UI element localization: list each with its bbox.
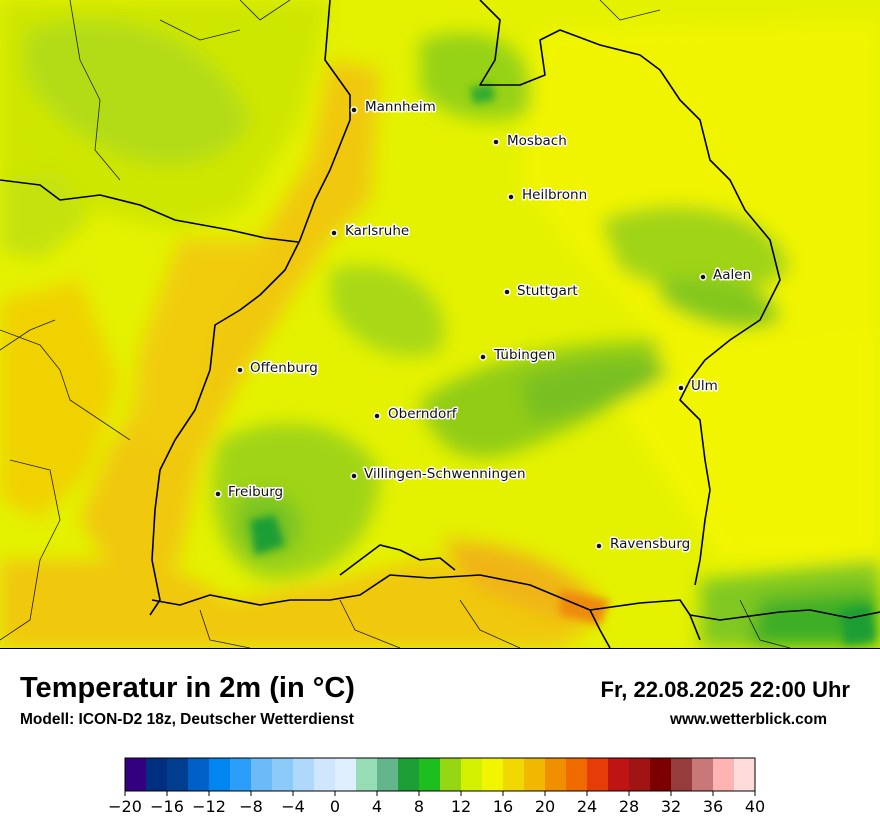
legend-swatch — [566, 758, 588, 791]
city-marker-karlsruhe — [330, 229, 338, 237]
legend-tick-label: 36 — [703, 797, 723, 816]
legend-swatch — [377, 758, 399, 791]
map-title: Temperatur in 2m (in °C) — [20, 672, 355, 704]
city-label-heilbronn: Heilbronn — [522, 187, 587, 203]
city-marker-stuttgart — [503, 288, 511, 296]
legend-tick-label: −12 — [192, 797, 226, 816]
legend-swatch — [146, 758, 168, 791]
legend-swatch — [419, 758, 441, 791]
legend-swatch — [587, 758, 609, 791]
legend-tick-label: 4 — [372, 797, 382, 816]
legend-swatch — [608, 758, 630, 791]
city-marker-aalen — [699, 273, 707, 281]
city-marker-villingen-schwenningen — [350, 472, 358, 480]
legend-swatch — [293, 758, 315, 791]
legend-swatch — [461, 758, 483, 791]
model-subtitle: Modell: ICON-D2 18z, Deutscher Wetterdie… — [20, 711, 354, 728]
city-label-offenburg: Offenburg — [250, 360, 318, 376]
legend-tick-label: 28 — [619, 797, 639, 816]
legend-swatch — [650, 758, 672, 791]
legend-tick-label: −20 — [108, 797, 142, 816]
legend-swatch — [314, 758, 336, 791]
city-label-stuttgart: Stuttgart — [517, 283, 578, 299]
city-marker-mosbach — [492, 138, 500, 146]
city-label-mannheim: Mannheim — [365, 99, 436, 115]
legend-tick-label: 20 — [535, 797, 555, 816]
legend-swatch — [734, 758, 756, 791]
city-marker-heilbronn — [507, 193, 515, 201]
legend-tick-label: 8 — [414, 797, 424, 816]
city-label-ulm: Ulm — [691, 378, 718, 394]
city-label-villingen-schwenningen: Villingen-Schwenningen — [364, 466, 526, 482]
city-label-oberndorf: Oberndorf — [388, 406, 458, 422]
city-label-tuebingen: Tübingen — [493, 347, 555, 363]
legend-tick-label: −16 — [150, 797, 184, 816]
legend-swatch — [335, 758, 357, 791]
legend-swatch — [503, 758, 525, 791]
city-label-karlsruhe: Karlsruhe — [345, 223, 409, 239]
legend-swatch — [524, 758, 546, 791]
legend-swatch — [398, 758, 420, 791]
city-marker-ulm — [677, 384, 685, 392]
legend-swatch — [440, 758, 462, 791]
city-label-ravensburg: Ravensburg — [610, 536, 690, 552]
legend-swatch — [713, 758, 735, 791]
legend-swatch — [545, 758, 567, 791]
city-label-freiburg: Freiburg — [228, 484, 283, 500]
city-marker-tuebingen — [479, 353, 487, 361]
legend-swatch — [125, 758, 147, 791]
legend-tick-label: 40 — [745, 797, 765, 816]
city-label-mosbach: Mosbach — [507, 133, 567, 149]
legend-swatch — [272, 758, 294, 791]
city-marker-oberndorf — [373, 412, 381, 420]
legend-tick-label: 32 — [661, 797, 681, 816]
legend-swatch — [209, 758, 231, 791]
legend-swatch — [692, 758, 714, 791]
legend-swatch — [356, 758, 378, 791]
legend-swatch — [251, 758, 273, 791]
legend-swatch — [230, 758, 252, 791]
city-label-aalen: Aalen — [713, 267, 751, 283]
legend-swatch — [629, 758, 651, 791]
legend-tick-label: −8 — [239, 797, 263, 816]
legend-tick-label: 24 — [577, 797, 597, 816]
legend-tick-label: 0 — [330, 797, 340, 816]
legend-swatch — [167, 758, 189, 791]
website-link[interactable]: www.wetterblick.com — [669, 711, 827, 728]
legend-swatch — [188, 758, 210, 791]
forecast-datetime: Fr, 22.08.2025 22:00 Uhr — [600, 677, 851, 702]
color-legend: −20 −16 −12 −8 −4 0 4 8 12 16 20 24 28 32 36 40 — [0, 750, 880, 830]
legend-frame — [124, 757, 756, 792]
legend-swatch — [671, 758, 693, 791]
city-marker-offenburg — [236, 366, 244, 374]
city-marker-freiburg — [214, 490, 222, 498]
legend-swatch — [482, 758, 504, 791]
city-marker-ravensburg — [595, 542, 603, 550]
legend-tick-label: 16 — [493, 797, 513, 816]
temperature-map: Mannheim Mosbach Heilbronn Karlsruhe Aal… — [0, 0, 880, 649]
legend-tick-label: 12 — [451, 797, 471, 816]
city-marker-mannheim — [350, 106, 358, 114]
legend-tick-label: −4 — [281, 797, 305, 816]
